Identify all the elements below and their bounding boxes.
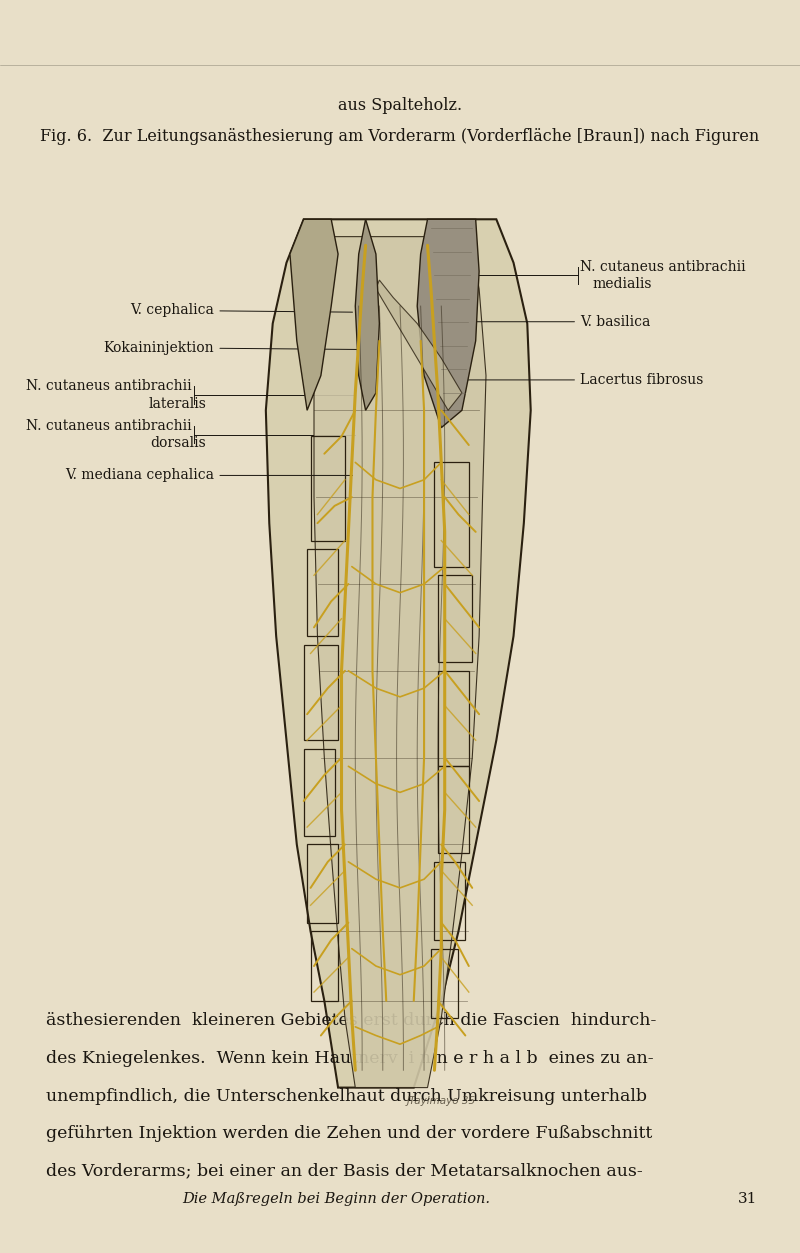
Polygon shape <box>266 219 530 1088</box>
Text: des Kniegelenkes.  Wenn kein Hautnerv  i n n e r h a l b  eines zu an-: des Kniegelenkes. Wenn kein Hautnerv i n… <box>46 1050 654 1068</box>
Polygon shape <box>314 237 486 1088</box>
Text: Fig. 6.  Zur Leitungsanästhesierung am Vorderarm (Vorderfläche [Braun]) nach Fig: Fig. 6. Zur Leitungsanästhesierung am Vo… <box>40 128 760 145</box>
Text: V. mediana cephalica: V. mediana cephalica <box>66 469 353 482</box>
Text: ästhesierenden  kleineren Gebietes erst durch die Fascien  hindurch-: ästhesierenden kleineren Gebietes erst d… <box>46 1012 656 1030</box>
Text: V. cephalica: V. cephalica <box>130 303 353 317</box>
Text: JTaylmayo 35: JTaylmayo 35 <box>407 1096 476 1106</box>
Text: lateralis: lateralis <box>149 397 206 411</box>
Polygon shape <box>290 219 338 410</box>
Text: dorsalis: dorsalis <box>150 436 206 450</box>
Polygon shape <box>418 219 479 427</box>
Text: geführten Injektion werden die Zehen und der vordere Fußabschnitt: geführten Injektion werden die Zehen und… <box>46 1125 652 1143</box>
Text: 31: 31 <box>738 1192 758 1207</box>
Text: medialis: medialis <box>592 277 651 291</box>
Text: V. basilica: V. basilica <box>444 315 650 328</box>
Text: N. cutaneus antibrachii: N. cutaneus antibrachii <box>26 419 192 434</box>
Polygon shape <box>376 281 462 410</box>
Text: Lacertus fibrosus: Lacertus fibrosus <box>454 373 703 387</box>
Text: des Vorderarms; bei einer an der Basis der Metatarsalknochen aus-: des Vorderarms; bei einer an der Basis d… <box>46 1163 642 1180</box>
Text: Die Maßregeln bei Beginn der Operation.: Die Maßregeln bei Beginn der Operation. <box>182 1192 490 1207</box>
Text: Kokaininjektion: Kokaininjektion <box>104 341 363 355</box>
Text: N. cutaneus antibrachii: N. cutaneus antibrachii <box>580 261 746 274</box>
Text: aus Spalteholz.: aus Spalteholz. <box>338 96 462 114</box>
Text: unempfindlich, die Unterschenkelhaut durch Umkreisung unterhalb: unempfindlich, die Unterschenkelhaut dur… <box>46 1088 646 1105</box>
Text: N. cutaneus antibrachii: N. cutaneus antibrachii <box>26 378 192 393</box>
Polygon shape <box>355 219 379 410</box>
